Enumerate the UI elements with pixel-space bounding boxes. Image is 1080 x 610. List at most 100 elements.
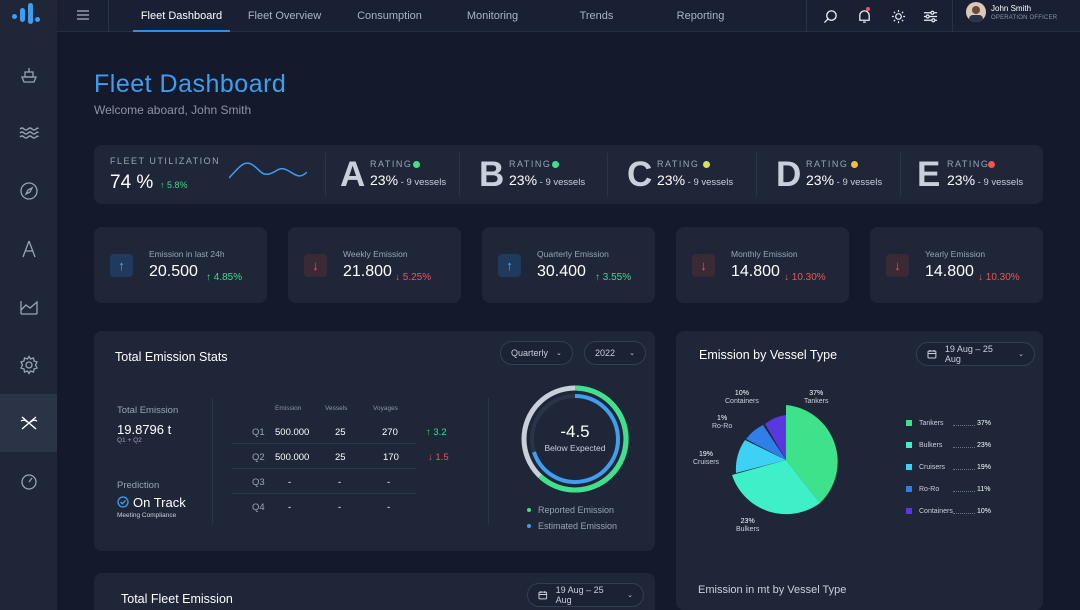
legend-name: Tankers	[919, 419, 944, 427]
arrow-down-icon: ↓	[886, 254, 909, 277]
legend-pct: 23%	[977, 441, 992, 449]
row-vessels: -	[338, 477, 342, 488]
tools-icon	[20, 416, 37, 430]
column-header-voyages: Voyages	[373, 405, 398, 412]
prediction-note: Meeting Compliance	[117, 512, 177, 519]
pie-slice-containers	[765, 415, 786, 460]
tab-trends[interactable]: Trends	[579, 10, 614, 22]
row-separator	[232, 443, 417, 444]
rating-value: 23% - 9 vessels	[657, 172, 734, 188]
check-circle-icon	[117, 496, 129, 508]
rating-value: 23% - 9 vessels	[806, 172, 883, 188]
legend-name: Containers	[919, 507, 953, 515]
ship-icon	[20, 68, 37, 83]
filters-button[interactable]	[914, 0, 946, 32]
rating-label: RATING	[806, 159, 849, 169]
emission-card-24h[interactable]: ↑ Emission in last 24h 20.500 ↑ 4.85%	[94, 227, 267, 303]
tab-fleet-dashboard[interactable]: Fleet Dashboard	[133, 0, 230, 32]
date-range-value: 19 Aug – 25 Aug	[944, 344, 993, 364]
legend-dot	[527, 508, 531, 512]
notifications-button[interactable]	[848, 0, 880, 32]
emission-change: ↓ 10.30%	[784, 272, 826, 283]
theme-toggle[interactable]	[882, 0, 914, 32]
tab-fleet-overview[interactable]: Fleet Overview	[247, 10, 322, 22]
rating-status-dot	[851, 161, 858, 168]
emission-label: Emission in last 24h	[149, 249, 225, 259]
utilization-value: 74 %	[110, 172, 154, 193]
row-emission: 500.000	[275, 427, 310, 438]
tab-monitoring[interactable]: Monitoring	[466, 10, 519, 22]
legend-reported: Reported Emission	[527, 505, 614, 515]
sidebar-item-waves[interactable]	[0, 104, 57, 162]
row-voyages: 270	[382, 427, 398, 438]
rating-letter: C	[627, 155, 653, 194]
sidebar-item-dashboard[interactable]	[0, 452, 57, 510]
chevron-down-icon: ⌄	[1018, 351, 1024, 358]
emission-card-weekly[interactable]: ↓ Weekly Emission 21.800 ↓ 5.25%	[288, 227, 461, 303]
legend-pct: 19%	[977, 463, 992, 471]
row-emission: -	[288, 477, 292, 488]
prediction-label: Prediction	[117, 480, 160, 491]
emission-card-yearly[interactable]: ↓ Yearly Emission 14.800 ↓ 10.30%	[870, 227, 1043, 303]
legend-estimated: Estimated Emission	[527, 521, 617, 531]
emission-gauge	[521, 385, 629, 493]
year-value: 2022	[595, 348, 616, 358]
rating-value: 23% - 9 vessels	[947, 172, 1024, 188]
year-dropdown[interactable]: 2022 ⌄	[584, 341, 646, 365]
sidebar-item-analytics[interactable]	[0, 278, 57, 336]
vessel-type-title: Emission by Vessel Type	[699, 348, 838, 362]
tab-reporting[interactable]: Reporting	[676, 10, 725, 22]
row-change: ↑ 3.2	[426, 427, 447, 438]
notification-badge	[866, 7, 870, 11]
search-button[interactable]	[814, 0, 846, 32]
legend-pct: 11%	[977, 485, 991, 493]
row-vessels: 25	[335, 452, 346, 463]
vessel-pie-chart	[732, 405, 838, 515]
pie-label-tankers: 37% Tankers	[804, 390, 829, 405]
user-role: OPERATION OFFICER	[991, 15, 1058, 21]
row-voyages: -	[387, 502, 391, 513]
row-voyages: 170	[383, 452, 399, 463]
sidebar-item-compass[interactable]	[0, 162, 57, 220]
sidebar-item-emissions[interactable]	[0, 394, 57, 452]
sidebar-item-ship[interactable]	[0, 46, 57, 104]
utilization-sparkline	[229, 162, 307, 179]
avatar[interactable]	[966, 2, 986, 22]
legend-pct: 37%	[977, 419, 992, 427]
leader-dots	[953, 420, 975, 426]
vessel-date-range-picker[interactable]: 19 Aug – 25 Aug ⌄	[916, 342, 1035, 366]
legend-name: Ro-Ro	[919, 485, 940, 493]
calendar-icon	[538, 591, 548, 600]
gauge-value: -4.5	[560, 422, 590, 441]
rating-label: RATING	[370, 159, 413, 169]
chevron-down-icon: ⌄	[629, 350, 635, 357]
emission-card-monthly[interactable]: ↓ Monthly Emission 14.800 ↓ 10.30%	[676, 227, 849, 303]
row-quarter: Q3	[252, 477, 265, 488]
rating-letter: B	[479, 155, 505, 194]
emission-value: 20.500	[149, 263, 198, 280]
rating-label: RATING	[657, 159, 700, 169]
emission-change: ↓ 5.25%	[395, 272, 432, 283]
hamburger-icon	[77, 10, 89, 20]
fleet-date-range-picker[interactable]: 19 Aug – 25 Aug ⌄	[527, 583, 644, 607]
sidebar-item-route[interactable]	[0, 220, 57, 278]
rating-status-dot	[552, 161, 559, 168]
utilization-change: ↑ 5.8%	[160, 180, 188, 190]
tab-consumption[interactable]: Consumption	[357, 10, 422, 22]
period-dropdown[interactable]: Quarterly ⌄	[500, 341, 573, 365]
pie-label-bulkers: 23% Bulkers	[736, 518, 760, 533]
rating-value: 23% - 9 vessels	[509, 172, 586, 188]
row-quarter: Q1	[252, 427, 265, 438]
rating-status-dot	[988, 161, 995, 168]
legend-swatch	[906, 486, 912, 492]
column-header-vessels: Vessels	[325, 405, 348, 412]
sidebar-item-settings[interactable]	[0, 336, 57, 394]
emission-card-quarterly[interactable]: ↑ Quarterly Emission 30.400 ↑ 3.55%	[482, 227, 655, 303]
divider	[756, 153, 757, 196]
row-vessels: 25	[335, 427, 346, 438]
emission-label: Yearly Emission	[925, 249, 986, 259]
app-logo[interactable]	[11, 2, 41, 26]
menu-button[interactable]	[72, 4, 94, 26]
emission-change: ↓ 10.30%	[978, 272, 1020, 283]
vessel-legend-cruisers: Cruisers 19%	[906, 462, 991, 472]
